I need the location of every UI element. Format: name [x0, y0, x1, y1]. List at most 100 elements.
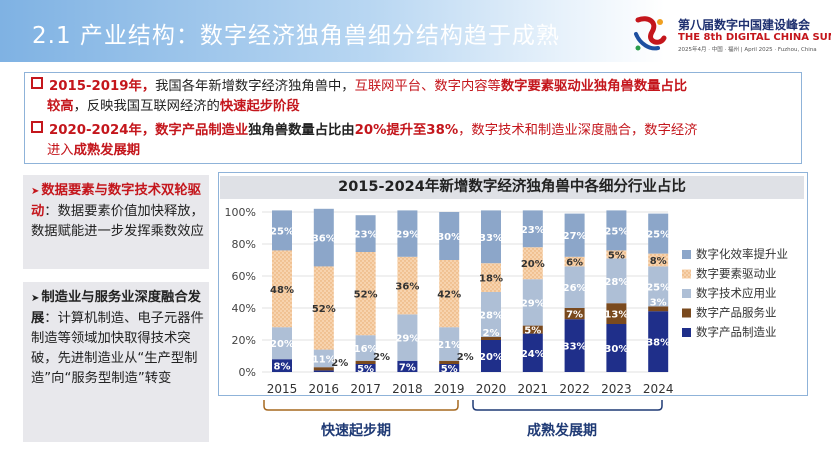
bar-segment [439, 327, 460, 361]
y-tick-label: 60% [232, 270, 256, 283]
bar-segment [606, 250, 627, 259]
x-tick-label: 2016 [309, 382, 340, 396]
data-label: 20% [521, 259, 545, 270]
data-label: 29% [521, 298, 545, 309]
data-label: 25% [604, 226, 628, 237]
bar-segment [481, 210, 501, 264]
bar-segment [522, 333, 543, 372]
data-label: 2% [457, 352, 474, 363]
data-label: 2% [373, 352, 390, 363]
data-label: 8% [274, 362, 291, 373]
bar-segment [313, 349, 334, 368]
x-tick-label: 2015 [267, 382, 298, 396]
arrow-right-icon: ➤ [31, 293, 40, 304]
bar-segment [606, 303, 627, 324]
bar-segment [481, 340, 501, 372]
bar-segment [564, 213, 585, 257]
bar-segment [564, 308, 585, 320]
side-panel-integration: ➤ 制造业与服务业深度融合发展：计算机制造、电子元器件制造等领域加快取得技术突破，… [23, 282, 209, 442]
data-label: 18% [479, 274, 503, 285]
data-label: 20% [270, 339, 294, 350]
y-tick-label: 40% [232, 302, 256, 315]
bar-segment [481, 336, 501, 340]
summary-bullet-1-cont: 较高，反映我国互联网经济的快速起步阶段 [47, 99, 300, 114]
data-label: 8% [650, 256, 667, 267]
legend-swatch [682, 308, 691, 318]
data-label: 27% [563, 231, 587, 242]
bar-segment [355, 215, 376, 252]
data-label: 2% [483, 328, 500, 339]
data-label: 3% [650, 297, 667, 308]
bar-segment [648, 253, 669, 267]
side-panel-integration-text: ➤ 制造业与服务业深度融合发展：计算机制造、电子元器件制造等领域加快取得技术突破，… [31, 290, 204, 386]
y-tick-label: 100% [225, 206, 256, 219]
summary-bullet-1: 2015-2019年，我国各年新增数字经济独角兽中，互联网平台、数字内容等数字要… [31, 77, 687, 97]
data-label: 42% [437, 290, 461, 301]
bar-segment [522, 279, 543, 326]
data-label: 23% [354, 230, 378, 241]
page-title: 2.1 产业结构：数字经济独角兽细分结构趋于成熟 [32, 23, 560, 49]
bar-segment [522, 325, 543, 334]
legend-swatch [682, 250, 691, 259]
bar-segment [313, 208, 334, 267]
x-tick-label: 2022 [559, 382, 590, 396]
data-label: 7% [566, 310, 583, 321]
y-tick-label: 20% [232, 334, 256, 347]
header-bar: 2.1 产业结构：数字经济独角兽细分结构趋于成熟 第八届数字中国建设峰会 THE… [0, 0, 831, 62]
bar-segment [606, 324, 627, 372]
bar-segment [564, 266, 585, 308]
bar-segment [648, 311, 669, 372]
data-label: 28% [604, 277, 628, 288]
legend-entry: 数字要素驱动业 [696, 267, 777, 281]
bar-segment [522, 247, 543, 280]
bar-segment [397, 360, 418, 372]
data-label: 5% [357, 364, 374, 375]
data-label: 21% [437, 340, 461, 351]
bar-segment [272, 359, 292, 372]
phase-label-early: 快速起步期 [321, 423, 391, 439]
summit-logo-icon [634, 16, 667, 51]
data-label: 5% [524, 326, 541, 337]
x-tick-label: 2019 [434, 382, 465, 396]
bar-segment [397, 256, 418, 315]
data-label: 52% [354, 290, 378, 301]
bar-segment [564, 319, 585, 372]
data-label: 13% [604, 310, 628, 321]
data-label: 30% [437, 232, 461, 243]
bar-segment [313, 367, 334, 371]
bar-segment [355, 364, 376, 372]
x-tick-label: 2023 [601, 382, 632, 396]
bar-segment [272, 250, 292, 328]
legend-swatch [682, 269, 691, 279]
bar-segment [439, 364, 460, 372]
bar-segment [606, 210, 627, 251]
bar-segment [439, 260, 460, 328]
data-label: 29% [395, 334, 419, 345]
bar-segment [272, 327, 292, 360]
data-label: 38% [646, 338, 670, 349]
bar-segment [313, 266, 334, 350]
bar-segment [355, 335, 376, 361]
bar-segment [648, 306, 669, 312]
y-tick-label: 0% [239, 366, 256, 379]
x-tick-label: 2021 [518, 382, 549, 396]
bar-segment [397, 314, 418, 361]
data-label: 33% [563, 342, 587, 353]
bar-segment [481, 263, 501, 292]
summary-box: 2015-2019年，我国各年新增数字经济独角兽中，互联网平台、数字内容等数字要… [24, 72, 802, 164]
summary-bullet-2-cont: 进入成熟发展期 [47, 143, 141, 158]
legend-swatch [682, 289, 691, 298]
data-label: 11% [312, 354, 336, 365]
bar-segment [272, 210, 292, 251]
legend-entry: 数字产品制造业 [696, 325, 777, 339]
legend-swatch [682, 328, 691, 337]
legend-entry: 数字技术应用业 [696, 286, 777, 300]
arrow-right-icon: ➤ [31, 186, 40, 197]
logo-subtitle: 2025年4月 · 中国 · 福州 | April 2025 · Fuzhou,… [678, 47, 817, 53]
bar-segment [313, 370, 334, 372]
data-label: 6% [566, 258, 583, 269]
data-label: 23% [521, 225, 545, 236]
bar-segment [397, 210, 418, 257]
data-label: 5% [441, 364, 458, 375]
data-label: 25% [646, 282, 670, 293]
